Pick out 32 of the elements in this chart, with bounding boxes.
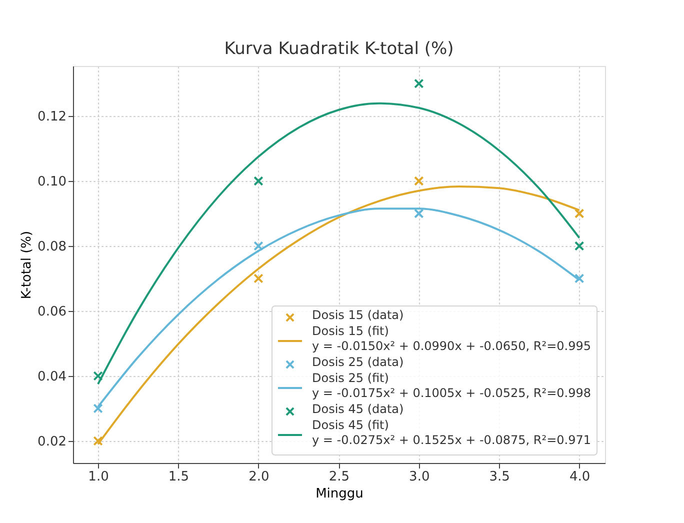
y-tick-label: 0.04 — [38, 369, 66, 384]
x-tick-label: 3.5 — [489, 470, 510, 484]
point — [93, 371, 103, 381]
y-axis-title: K-total (%) — [20, 230, 35, 300]
x-tick-label: 1.0 — [88, 470, 109, 484]
x-tick-label: 2.0 — [248, 470, 270, 484]
x-tick-label: 3.0 — [409, 470, 430, 484]
x-tick-label: 2.5 — [328, 470, 350, 484]
chart-title: Kurva Kuadratik K-total (%) — [224, 39, 454, 59]
x-tick-label: 4.0 — [569, 470, 590, 484]
point — [414, 208, 424, 218]
legend-label: Dosis 15 (data) — [312, 308, 404, 322]
point — [254, 241, 264, 251]
x-axis-title: Minggu — [316, 486, 364, 502]
y-tick-label: 0.12 — [38, 110, 66, 125]
point — [414, 78, 424, 88]
point — [254, 274, 264, 284]
y-tick-label: 0.02 — [38, 434, 66, 450]
point — [414, 176, 424, 186]
y-tick-label: 0.08 — [38, 239, 66, 254]
x-tick-label: 1.5 — [168, 470, 190, 484]
legend-label: Dosis 25 (fit) y = -0.0175x² + 0.1005x + -0.0525, R²=0.998 — [312, 371, 591, 400]
y-tick-label: 0.06 — [38, 304, 66, 320]
point — [93, 404, 103, 414]
legend-label: Dosis 45 (fit) y = -0.0275x² + 0.1525x + -0.0875, R²=0.971 — [312, 418, 591, 447]
legend-label: Dosis 15 (fit) y = -0.0150x² + 0.0990x + -0.0650, R²=0.995 — [312, 324, 591, 353]
y-tick-label: 0.10 — [38, 174, 66, 190]
point — [574, 241, 584, 251]
point — [574, 274, 584, 284]
legend-label: Dosis 25 (data) — [312, 355, 404, 369]
legend-label: Dosis 45 (data) — [312, 402, 404, 416]
point — [254, 176, 264, 186]
